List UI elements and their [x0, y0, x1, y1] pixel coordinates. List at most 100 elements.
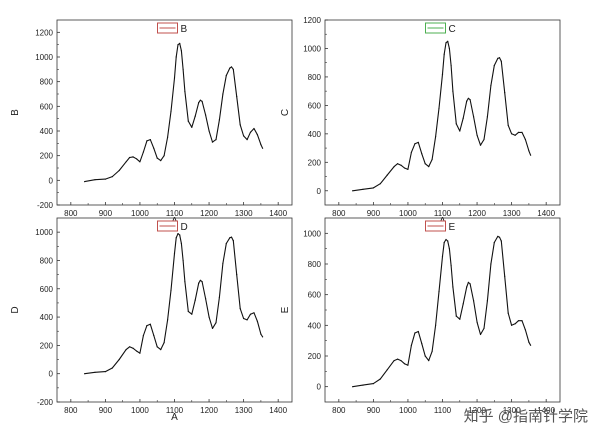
x-tick-label: 1100: [166, 209, 184, 218]
data-point: [497, 57, 499, 60]
data-point: [386, 174, 388, 176]
data-point: [459, 130, 461, 132]
y-tick-label: 1000: [35, 53, 53, 62]
data-point: [225, 74, 227, 77]
x-tick-label: 1300: [503, 209, 521, 218]
data-point: [417, 141, 419, 143]
series-line-E: [352, 235, 532, 388]
series-line-B: [84, 42, 264, 183]
y-tick-label: 800: [308, 73, 322, 82]
data-point: [94, 371, 96, 373]
data-point: [530, 344, 532, 346]
data-point: [498, 57, 501, 59]
y-tick-label: 1000: [303, 229, 321, 238]
data-point: [441, 255, 444, 257]
data-point: [104, 178, 106, 180]
data-point: [160, 349, 162, 351]
data-point: [500, 60, 502, 62]
y-tick-label: 600: [308, 291, 322, 300]
data-point: [132, 347, 134, 349]
data-point: [469, 99, 471, 101]
data-point: [521, 320, 523, 322]
data-point: [153, 147, 155, 149]
legend: D: [157, 220, 188, 233]
data-point: [397, 358, 399, 360]
data-point: [362, 384, 364, 386]
data-point: [447, 40, 449, 42]
data-point: [431, 350, 433, 352]
data-point: [160, 160, 162, 162]
data-point: [511, 133, 513, 135]
data-point: [149, 323, 151, 325]
y-tick-label: 0: [49, 370, 54, 379]
data-point: [467, 281, 469, 283]
data-point: [528, 341, 530, 343]
data-point: [403, 363, 406, 365]
data-point: [142, 151, 144, 153]
data-point: [84, 373, 86, 375]
data-point: [445, 238, 447, 241]
data-point: [393, 360, 395, 362]
data-point: [504, 275, 506, 277]
data-point: [187, 120, 189, 122]
y-tick-label: 200: [308, 352, 322, 361]
x-tick-label: 1400: [537, 406, 555, 415]
data-point: [173, 252, 176, 254]
data-point: [414, 143, 416, 145]
data-point: [414, 332, 416, 334]
y-tick-label: 600: [40, 285, 54, 294]
data-point: [236, 274, 238, 276]
data-point: [104, 371, 106, 373]
data-point: [352, 386, 354, 388]
data-point: [179, 234, 181, 236]
data-point: [362, 188, 364, 190]
data-point: [118, 358, 120, 361]
legend-label: E: [449, 222, 456, 233]
data-point: [459, 318, 461, 320]
data-point: [246, 139, 248, 141]
data-point: [163, 155, 165, 157]
y-tick-label: 1000: [303, 44, 321, 53]
data-point: [397, 163, 399, 165]
series-line-C: [352, 40, 532, 192]
data-point: [167, 319, 169, 321]
data-point: [179, 42, 181, 45]
x-tick-label: 1100: [166, 406, 184, 415]
data-point: [500, 240, 502, 242]
data-point: [211, 141, 214, 143]
y-tick-label: 200: [40, 152, 54, 161]
data-point: [486, 300, 488, 302]
data-point: [403, 167, 406, 169]
data-point: [129, 156, 131, 159]
plot-frame: [324, 217, 561, 403]
data-point: [177, 44, 179, 46]
data-point: [118, 169, 120, 172]
y-tick-label: 600: [40, 102, 54, 111]
data-point: [94, 179, 96, 181]
data-point: [445, 42, 447, 44]
y-tick-label: 200: [308, 158, 322, 167]
data-point: [129, 346, 131, 348]
legend: E: [425, 220, 456, 233]
y-tick-label: 0: [317, 187, 322, 196]
x-tick-label: 1400: [269, 209, 287, 218]
x-tick-label: 1300: [235, 209, 253, 218]
watermark: 知乎 @指南针学院: [464, 407, 588, 425]
data-point: [497, 235, 499, 237]
x-tick-label: 1100: [434, 209, 452, 218]
data-point: [428, 166, 430, 168]
data-point: [462, 117, 464, 119]
data-point: [149, 139, 151, 141]
data-point: [243, 317, 245, 320]
data-point: [521, 131, 523, 133]
data-point: [435, 324, 437, 326]
data-point: [421, 153, 423, 155]
y-tick-label: 600: [308, 101, 322, 110]
data-point: [232, 240, 234, 242]
plot-frame: [324, 19, 561, 206]
data-point: [410, 151, 412, 153]
data-point: [182, 259, 184, 262]
data-point: [393, 166, 395, 168]
legend-label: D: [181, 222, 188, 233]
data-point: [514, 323, 516, 325]
